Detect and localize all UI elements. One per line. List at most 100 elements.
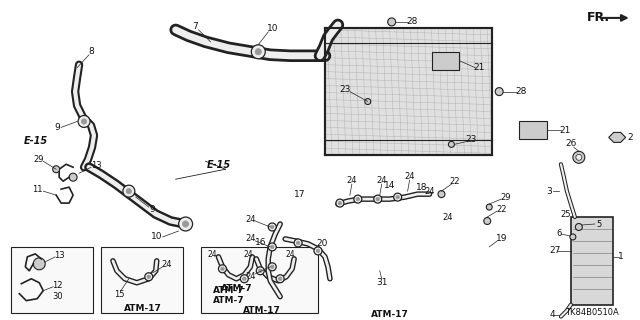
Text: 10: 10	[266, 24, 278, 33]
Circle shape	[356, 197, 360, 201]
Text: 14: 14	[384, 181, 396, 190]
Text: ATM-17: ATM-17	[371, 310, 408, 319]
Circle shape	[241, 275, 248, 283]
Circle shape	[255, 49, 261, 55]
Text: 21: 21	[559, 126, 571, 135]
Text: 20: 20	[316, 239, 328, 248]
Text: 30: 30	[52, 292, 63, 301]
Text: ATM-7: ATM-7	[212, 286, 244, 295]
Text: 24: 24	[207, 250, 218, 260]
Circle shape	[394, 193, 402, 201]
Circle shape	[276, 275, 284, 283]
Text: ATM-17: ATM-17	[243, 306, 281, 315]
Text: 24: 24	[245, 272, 255, 281]
Text: 24: 24	[442, 212, 452, 221]
Circle shape	[376, 197, 380, 201]
Circle shape	[388, 18, 396, 26]
Circle shape	[78, 116, 90, 127]
Text: 22: 22	[496, 204, 506, 213]
Circle shape	[179, 217, 193, 231]
Circle shape	[314, 247, 322, 255]
Text: 6: 6	[556, 229, 562, 238]
Text: 28: 28	[515, 87, 527, 96]
Circle shape	[218, 265, 227, 273]
Text: 27: 27	[549, 246, 561, 255]
Circle shape	[576, 154, 582, 160]
Text: 22: 22	[449, 177, 460, 186]
Circle shape	[69, 173, 77, 181]
Text: 24: 24	[161, 260, 172, 269]
Circle shape	[294, 239, 302, 247]
Text: 3: 3	[546, 187, 552, 196]
Text: TK84B0510A: TK84B0510A	[565, 308, 619, 317]
Text: 1: 1	[618, 252, 623, 261]
Text: 24: 24	[424, 187, 435, 196]
Text: 11: 11	[32, 185, 42, 194]
Bar	[101, 247, 182, 313]
Text: 10: 10	[151, 232, 163, 242]
Circle shape	[338, 201, 342, 205]
Text: 24: 24	[347, 176, 357, 185]
Text: 13: 13	[91, 161, 101, 170]
Text: 19: 19	[497, 235, 508, 244]
Text: E-15: E-15	[206, 160, 230, 170]
Text: 24: 24	[245, 235, 255, 244]
Circle shape	[484, 218, 491, 225]
Circle shape	[365, 99, 371, 105]
Circle shape	[259, 269, 262, 273]
Circle shape	[123, 185, 135, 197]
Circle shape	[570, 234, 576, 240]
Circle shape	[147, 275, 150, 278]
Bar	[12, 247, 93, 313]
Text: 5: 5	[596, 220, 602, 229]
Text: FR.: FR.	[587, 12, 611, 24]
Text: 16: 16	[255, 238, 266, 247]
Text: E-15: E-15	[23, 136, 47, 146]
Circle shape	[268, 263, 276, 271]
Circle shape	[145, 273, 153, 281]
Bar	[571, 217, 612, 305]
Circle shape	[374, 195, 381, 203]
Circle shape	[81, 119, 87, 124]
Polygon shape	[609, 132, 626, 142]
Text: 31: 31	[376, 278, 387, 287]
Text: 29: 29	[33, 155, 44, 164]
Text: 23: 23	[466, 135, 477, 144]
Text: 8: 8	[88, 47, 94, 56]
Bar	[431, 52, 460, 70]
Circle shape	[495, 88, 503, 96]
Circle shape	[256, 267, 264, 275]
Circle shape	[271, 225, 274, 229]
Circle shape	[268, 243, 276, 251]
Circle shape	[182, 221, 189, 227]
Text: ATM-7: ATM-7	[212, 296, 244, 305]
Text: 9: 9	[54, 123, 60, 132]
Circle shape	[278, 277, 282, 281]
Circle shape	[271, 245, 274, 249]
Text: 2: 2	[628, 133, 634, 142]
Circle shape	[268, 223, 276, 231]
Text: 4: 4	[549, 310, 555, 319]
Text: ATM-7: ATM-7	[221, 284, 252, 293]
Text: 24: 24	[285, 250, 295, 260]
Text: 23: 23	[339, 85, 351, 94]
Text: 24: 24	[376, 176, 387, 185]
Circle shape	[396, 195, 399, 199]
Text: 25: 25	[561, 210, 571, 219]
Text: 26: 26	[565, 139, 577, 148]
Bar	[200, 247, 318, 313]
Circle shape	[336, 199, 344, 207]
Circle shape	[354, 195, 362, 203]
Text: 24: 24	[245, 214, 255, 224]
Circle shape	[575, 223, 582, 230]
Circle shape	[52, 166, 60, 173]
Text: 9: 9	[150, 204, 156, 213]
Circle shape	[126, 188, 132, 194]
Circle shape	[296, 241, 300, 245]
Circle shape	[221, 267, 224, 271]
Circle shape	[573, 151, 585, 163]
Circle shape	[33, 258, 45, 270]
Text: ATM-17: ATM-17	[124, 304, 162, 313]
Circle shape	[438, 191, 445, 198]
Text: 29: 29	[500, 193, 511, 202]
